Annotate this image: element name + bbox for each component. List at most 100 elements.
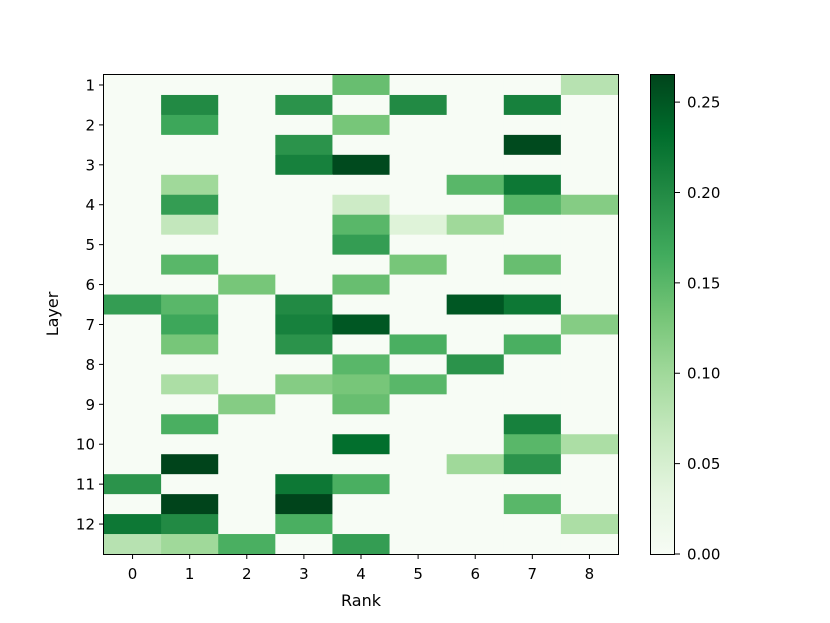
heatmap-cell bbox=[275, 314, 334, 336]
heatmap-cell bbox=[275, 414, 334, 435]
heatmap-cell bbox=[332, 454, 391, 475]
colorbar-tick-label: 0.20 bbox=[687, 184, 720, 202]
heatmap-cell bbox=[389, 454, 448, 475]
heatmap-cell bbox=[275, 514, 334, 535]
heatmap-cell bbox=[503, 154, 562, 176]
heatmap-cell bbox=[104, 514, 162, 535]
y-tick-label: 7 bbox=[85, 316, 95, 334]
heatmap-cell bbox=[161, 94, 219, 116]
heatmap-cell bbox=[161, 75, 219, 96]
heatmap-cell bbox=[218, 94, 276, 116]
heatmap-cell bbox=[446, 134, 505, 156]
heatmap-cell bbox=[218, 174, 276, 196]
heatmap-cell bbox=[104, 234, 162, 256]
heatmap-cell bbox=[560, 214, 619, 236]
heatmap-cell bbox=[560, 454, 619, 475]
heatmap-cell bbox=[389, 174, 448, 196]
heatmap-cell bbox=[218, 234, 276, 256]
heatmap-cell bbox=[332, 414, 391, 435]
heatmap-cell bbox=[503, 454, 562, 475]
heatmap-cell bbox=[161, 394, 219, 415]
heatmap-cell bbox=[446, 154, 505, 176]
heatmap-cell bbox=[161, 434, 219, 455]
heatmap-cell bbox=[275, 114, 334, 136]
heatmap-cell bbox=[218, 434, 276, 455]
heatmap-cell bbox=[332, 214, 391, 236]
heatmap-cell bbox=[104, 374, 162, 395]
y-tick-label: 9 bbox=[85, 396, 95, 414]
heatmap-cell bbox=[218, 314, 276, 336]
heatmap-cell bbox=[389, 374, 448, 395]
heatmap-cell bbox=[560, 434, 619, 455]
heatmap-cell bbox=[503, 114, 562, 136]
heatmap-cell bbox=[446, 374, 505, 395]
heatmap-cell bbox=[275, 134, 334, 156]
heatmap-cell bbox=[218, 154, 276, 176]
heatmap-cell bbox=[332, 354, 391, 375]
heatmap-cell bbox=[389, 534, 448, 555]
heatmap-cell bbox=[218, 134, 276, 156]
y-tick-label: 8 bbox=[85, 356, 95, 374]
heatmap-cell bbox=[560, 134, 619, 156]
heatmap-cell bbox=[104, 334, 162, 356]
heatmap-cell bbox=[332, 274, 391, 296]
x-tick-label: 0 bbox=[128, 565, 138, 583]
heatmap-cell bbox=[389, 234, 448, 256]
heatmap-cell bbox=[446, 174, 505, 196]
heatmap-cell bbox=[446, 354, 505, 375]
heatmap-cell bbox=[104, 134, 162, 156]
heatmap-cell bbox=[218, 214, 276, 236]
colorbar-tick-label: 0.15 bbox=[687, 274, 720, 292]
heatmap-cell bbox=[446, 234, 505, 256]
heatmap-cell bbox=[104, 494, 162, 515]
heatmap-cell bbox=[275, 214, 334, 236]
heatmap-cell bbox=[161, 234, 219, 256]
heatmap-cell bbox=[560, 234, 619, 256]
heatmap-cell bbox=[275, 474, 334, 495]
heatmap-cell bbox=[503, 474, 562, 495]
heatmap-cell bbox=[503, 494, 562, 515]
heatmap-cell bbox=[389, 494, 448, 515]
heatmap-cell bbox=[560, 534, 619, 555]
heatmap-cell bbox=[218, 294, 276, 316]
colorbar-tick-label: 0.00 bbox=[687, 546, 720, 564]
heatmap-cell bbox=[161, 514, 219, 535]
heatmap-cell bbox=[503, 254, 562, 276]
y-tick-label: 2 bbox=[85, 116, 95, 134]
heatmap-cell bbox=[560, 514, 619, 535]
heatmap-cell bbox=[218, 75, 276, 96]
heatmap-cell bbox=[332, 514, 391, 535]
x-tick-label: 3 bbox=[299, 565, 309, 583]
heatmap-cell bbox=[389, 394, 448, 415]
heatmap-cell bbox=[218, 534, 276, 555]
heatmap-cell bbox=[446, 434, 505, 455]
heatmap-cell bbox=[161, 114, 219, 136]
heatmap-cell bbox=[332, 134, 391, 156]
heatmap-cell bbox=[161, 494, 219, 515]
heatmap-cell bbox=[503, 434, 562, 455]
heatmap-cell bbox=[218, 354, 276, 375]
heatmap-cell bbox=[503, 274, 562, 296]
heatmap-cell bbox=[389, 294, 448, 316]
heatmap-cell bbox=[332, 434, 391, 455]
heatmap-cell bbox=[275, 274, 334, 296]
heatmap-cell bbox=[161, 534, 219, 555]
heatmap-cell bbox=[503, 394, 562, 415]
heatmap-cell bbox=[161, 474, 219, 495]
heatmap-cell bbox=[275, 234, 334, 256]
heatmap-cell bbox=[161, 154, 219, 176]
heatmap-cell bbox=[503, 334, 562, 356]
heatmap-cell bbox=[161, 414, 219, 435]
heatmap-cell bbox=[332, 374, 391, 395]
heatmap-cell bbox=[332, 294, 391, 316]
y-tick-label: 3 bbox=[85, 156, 95, 174]
heatmap-cell bbox=[389, 114, 448, 136]
heatmap-cell bbox=[503, 75, 562, 96]
heatmap-cell bbox=[503, 214, 562, 236]
heatmap-cell bbox=[503, 294, 562, 316]
heatmap-cell bbox=[560, 94, 619, 116]
heatmap-cell bbox=[560, 274, 619, 296]
heatmap-cell bbox=[218, 394, 276, 415]
